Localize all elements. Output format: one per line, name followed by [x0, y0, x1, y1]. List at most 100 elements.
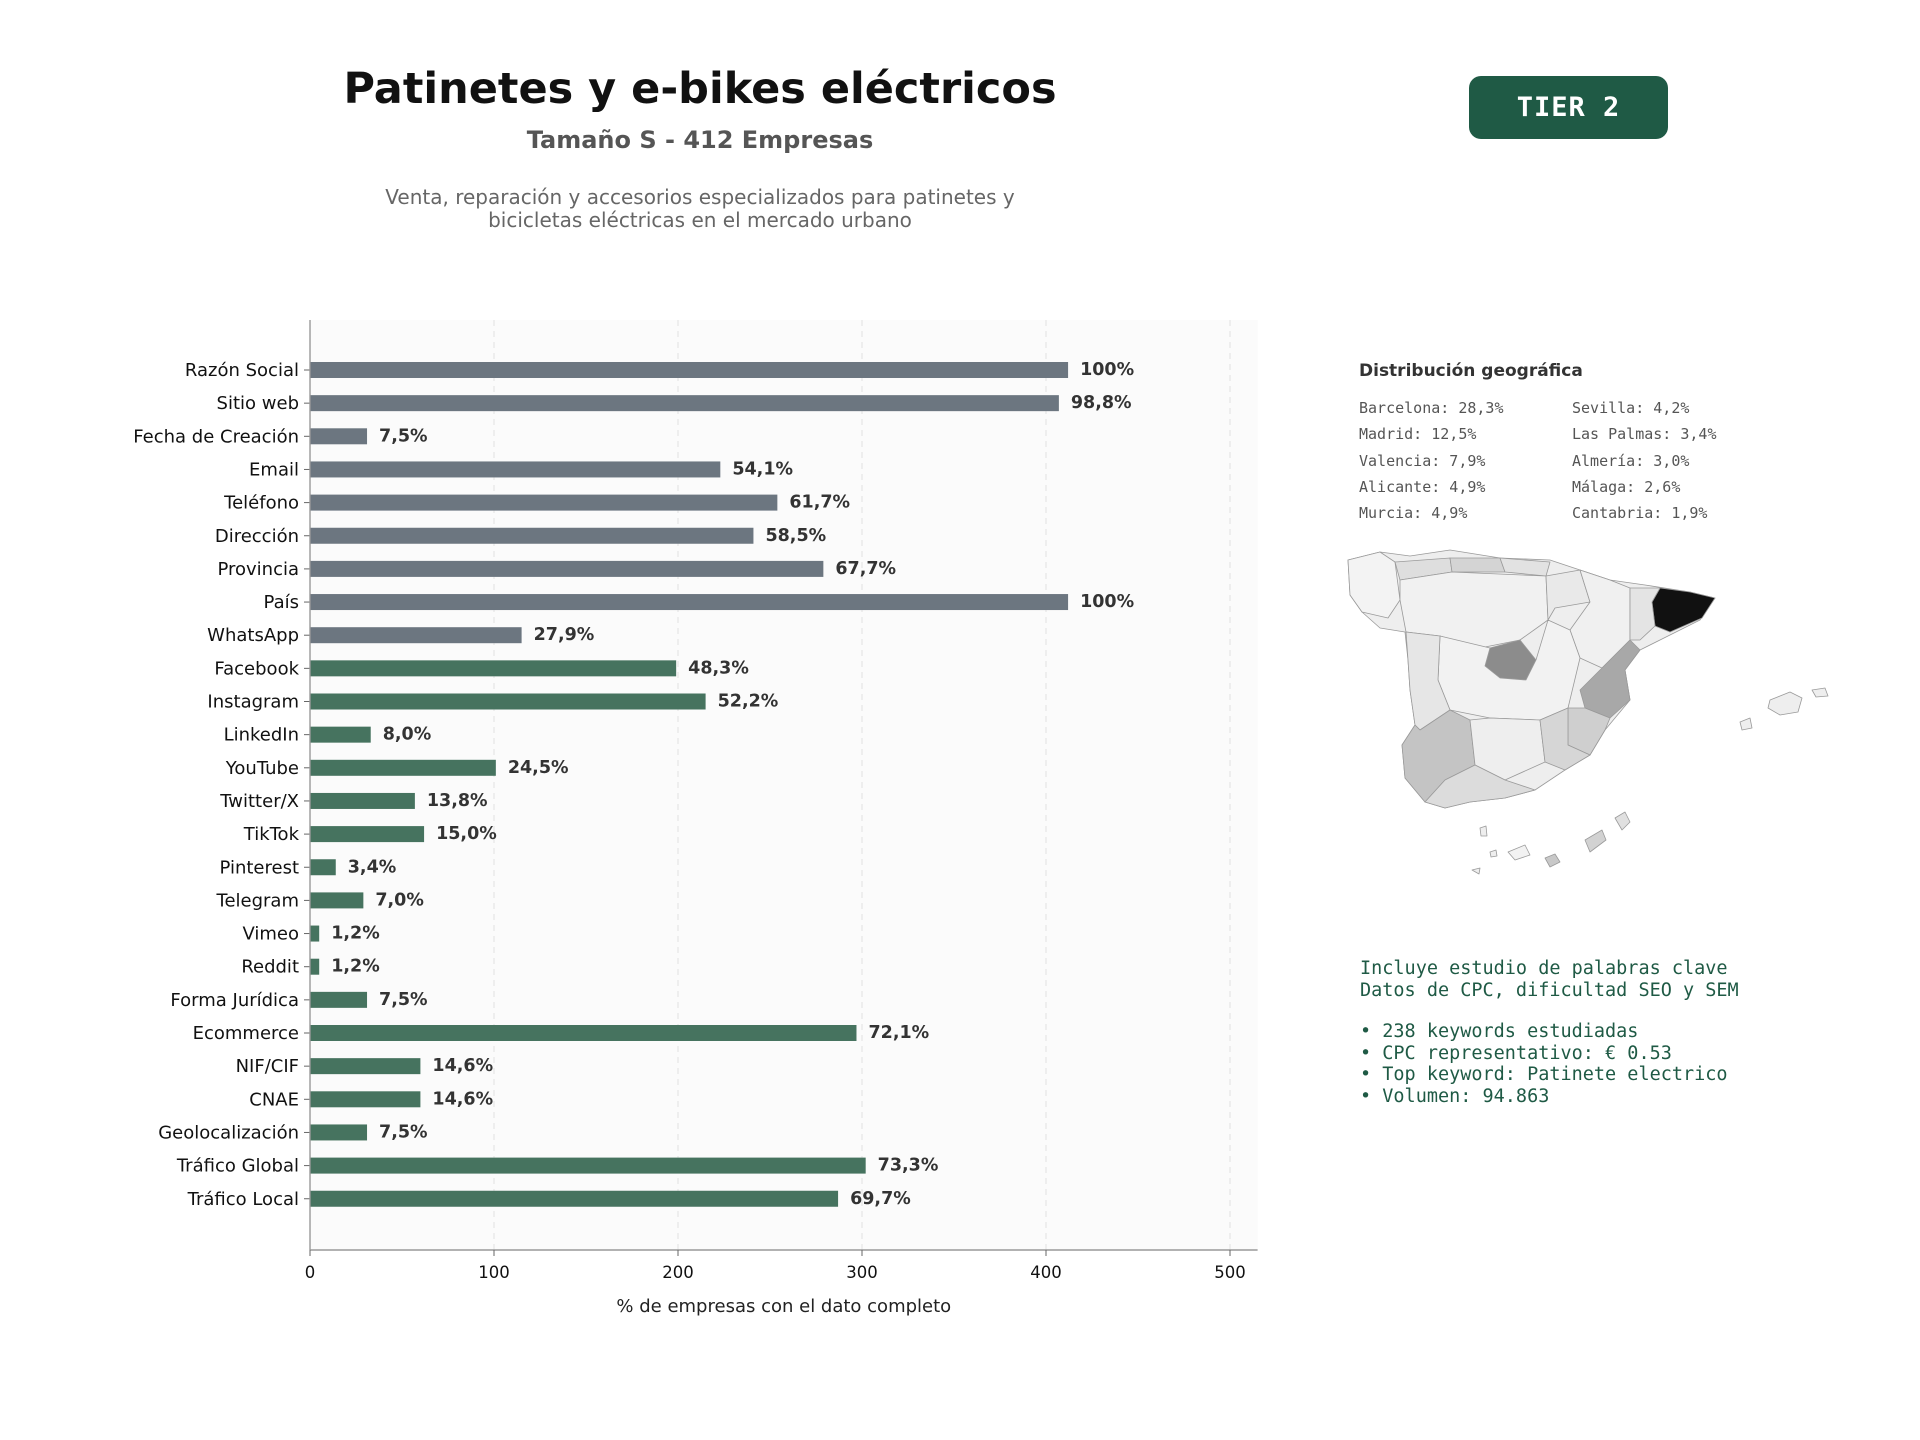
category-label: Fecha de Creación	[133, 426, 299, 447]
category-label: Tráfico Local	[187, 1189, 299, 1210]
category-label: Dirección	[215, 526, 299, 547]
category-label: CNAE	[249, 1089, 299, 1110]
category-label: Vimeo	[242, 924, 299, 945]
spain-choropleth-map	[1347, 549, 1829, 875]
category-label: YouTube	[225, 758, 299, 779]
region-andalucia-east	[1539, 707, 1591, 771]
bar	[310, 1157, 866, 1174]
bar	[310, 859, 336, 876]
geo-distribution-title: Distribución geográfica	[1359, 361, 1583, 381]
x-tick-label: 200	[662, 1263, 694, 1282]
category-label: Telegram	[216, 890, 299, 911]
category-label: Pinterest	[219, 857, 299, 878]
region-canarias-grancanaria	[1544, 853, 1561, 868]
region-navarra	[1545, 569, 1591, 621]
data-label: 14,6%	[432, 1089, 493, 1109]
region-canarias-lanzarote	[1614, 811, 1631, 831]
data-label: 1,2%	[331, 957, 380, 977]
data-label: 8,0%	[383, 725, 432, 745]
data-label: 61,7%	[789, 493, 850, 513]
data-label: 7,5%	[379, 426, 428, 446]
category-label: WhatsApp	[207, 625, 299, 646]
keywords-bullet: • CPC representativo: € 0.53	[1360, 1042, 1672, 1064]
data-label: 7,0%	[375, 890, 424, 910]
bar	[310, 925, 320, 942]
tier-badge: TIER 2	[1469, 76, 1668, 139]
x-tick-label: 0	[305, 1263, 316, 1282]
region-canarias-hierro	[1471, 867, 1481, 875]
bar	[310, 1025, 857, 1041]
bar	[310, 792, 415, 809]
data-label: 24,5%	[508, 758, 569, 778]
bar	[310, 627, 522, 644]
region-canarias-gomera	[1489, 849, 1498, 858]
region-baleares-ibiza	[1739, 717, 1753, 731]
bar-chart: Razón Social 100% Sitio web 98,8% Fecha de C…	[133, 320, 1258, 1317]
x-tick-label: 100	[478, 1263, 510, 1282]
data-label: 67,7%	[835, 559, 896, 579]
category-label: Forma Jurídica	[170, 990, 299, 1011]
x-tick-label: 400	[1030, 1263, 1062, 1282]
data-label: 52,2%	[718, 692, 779, 712]
data-label: 3,4%	[348, 857, 397, 877]
data-label: 1,2%	[331, 924, 380, 944]
bar	[310, 726, 371, 743]
bar	[310, 991, 368, 1008]
x-axis-label: % de empresas con el dato completo	[616, 1296, 951, 1317]
region-canarias-tenerife	[1507, 844, 1531, 861]
bar	[310, 759, 496, 776]
bar	[310, 395, 1059, 412]
geo-entry: Murcia: 4,9%	[1359, 504, 1468, 522]
data-label: 14,6%	[432, 1056, 493, 1076]
geo-entry: Las Palmas: 3,4%	[1572, 425, 1717, 443]
region-baleares-menorca	[1811, 687, 1829, 698]
category-label: Reddit	[241, 957, 299, 978]
category-label: Teléfono	[223, 493, 299, 514]
geo-entry: Alicante: 4,9%	[1359, 478, 1486, 496]
bar	[310, 461, 721, 478]
keywords-bullet: • 238 keywords estudiadas	[1360, 1021, 1639, 1042]
geo-entry: Valencia: 7,9%	[1359, 452, 1486, 470]
region-castilla-leon	[1399, 571, 1549, 649]
page-title: Patinetes y e-bikes eléctricos	[343, 64, 1057, 114]
page-description: Venta, reparación y accesorios especiali…	[320, 186, 1080, 232]
region-cantabria	[1449, 557, 1506, 573]
description-line-2: bicicletas eléctricas en el mercado urba…	[488, 208, 912, 232]
category-label: Tráfico Global	[176, 1156, 299, 1177]
region-castilla-mancha	[1437, 619, 1581, 721]
geo-entry: Cantabria: 1,9%	[1572, 504, 1708, 522]
x-tick-label: 500	[1214, 1263, 1246, 1282]
data-label: 48,3%	[688, 658, 749, 678]
bar	[310, 1190, 839, 1207]
x-tick-label: 300	[846, 1263, 878, 1282]
bar	[310, 693, 706, 710]
category-label: Twitter/X	[219, 791, 299, 812]
category-label: Razón Social	[185, 360, 299, 381]
category-label: Email	[249, 459, 299, 480]
category-label: Instagram	[207, 692, 299, 713]
bar	[310, 494, 778, 511]
bar	[310, 560, 824, 577]
bar	[310, 660, 677, 677]
category-label: NIF/CIF	[236, 1056, 299, 1077]
category-label: LinkedIn	[224, 725, 299, 746]
data-label: 58,5%	[765, 526, 826, 546]
bar	[310, 958, 320, 975]
data-label: 7,5%	[379, 990, 428, 1010]
bar	[310, 594, 1069, 611]
data-label: 100%	[1080, 360, 1134, 380]
region-canarias-lapalma	[1479, 825, 1488, 837]
region-andalucia-south	[1424, 764, 1536, 809]
bar	[310, 1058, 421, 1075]
region-canarias-fuerteventura	[1584, 829, 1607, 853]
data-label: 73,3%	[878, 1156, 939, 1176]
bar	[310, 362, 1069, 378]
category-label: Facebook	[214, 658, 299, 679]
data-label: 13,8%	[427, 791, 488, 811]
category-label: TikTok	[243, 824, 300, 845]
data-label: 27,9%	[534, 625, 595, 645]
region-cataluna	[1651, 587, 1716, 633]
region-valencia	[1579, 639, 1641, 719]
region-baleares-mallorca	[1767, 691, 1803, 716]
bar	[310, 1091, 421, 1108]
